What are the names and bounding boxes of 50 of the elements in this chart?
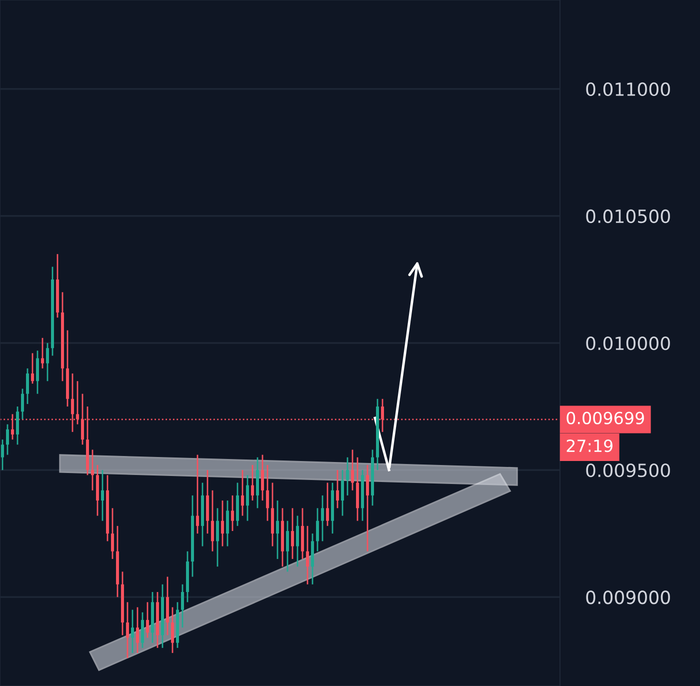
candlestick — [261, 454, 264, 502]
candlestick — [6, 424, 9, 456]
candlestick — [131, 609, 134, 654]
candlestick — [351, 449, 354, 492]
candlestick — [101, 469, 104, 522]
y-tick-label: 0.010000 — [586, 336, 670, 350]
candlestick — [341, 469, 344, 516]
candlestick — [266, 464, 269, 522]
candlestick — [291, 507, 294, 560]
candlestick — [1, 438, 4, 471]
y-tick-label: 0.011000 — [586, 82, 670, 96]
candlestick — [226, 500, 229, 547]
y-tick-label: 0.010500 — [586, 209, 670, 224]
y-tick-label: 0.009500 — [586, 463, 670, 478]
candlestick — [126, 601, 129, 659]
candlestick — [136, 606, 139, 654]
candlestick — [21, 388, 24, 420]
y-tick-label: 0.009000 — [586, 590, 670, 604]
candlestick — [111, 507, 114, 560]
candlestick — [211, 490, 214, 552]
candlestick — [321, 494, 324, 542]
candlestick — [326, 482, 329, 527]
candlestick — [181, 584, 184, 628]
ref-line-label: 0.009699 — [566, 412, 644, 424]
candlestick — [31, 352, 34, 384]
candlestick — [221, 500, 224, 547]
candlestick — [16, 406, 19, 446]
candlestick — [346, 456, 349, 496]
candlestick — [36, 350, 39, 395]
candlestick — [286, 520, 289, 572]
candlestick — [216, 507, 219, 568]
text: 27:19 — [566, 439, 612, 452]
candlestick — [306, 525, 309, 586]
candlestick — [276, 500, 279, 560]
candlestick — [366, 464, 369, 552]
candlestick — [296, 515, 299, 568]
candlestick — [241, 469, 244, 516]
candlestick — [231, 494, 234, 532]
candlestick — [246, 474, 249, 522]
candlestick — [171, 606, 174, 654]
candlestick — [146, 601, 149, 638]
candlestick — [251, 464, 254, 502]
candlestick — [316, 507, 319, 552]
candlestick — [46, 342, 49, 382]
candlestick — [91, 449, 94, 492]
candlestick — [26, 368, 29, 405]
candlestick — [336, 469, 339, 509]
candlestick — [141, 612, 144, 649]
candlestick — [196, 454, 199, 534]
candlestick — [41, 337, 44, 370]
